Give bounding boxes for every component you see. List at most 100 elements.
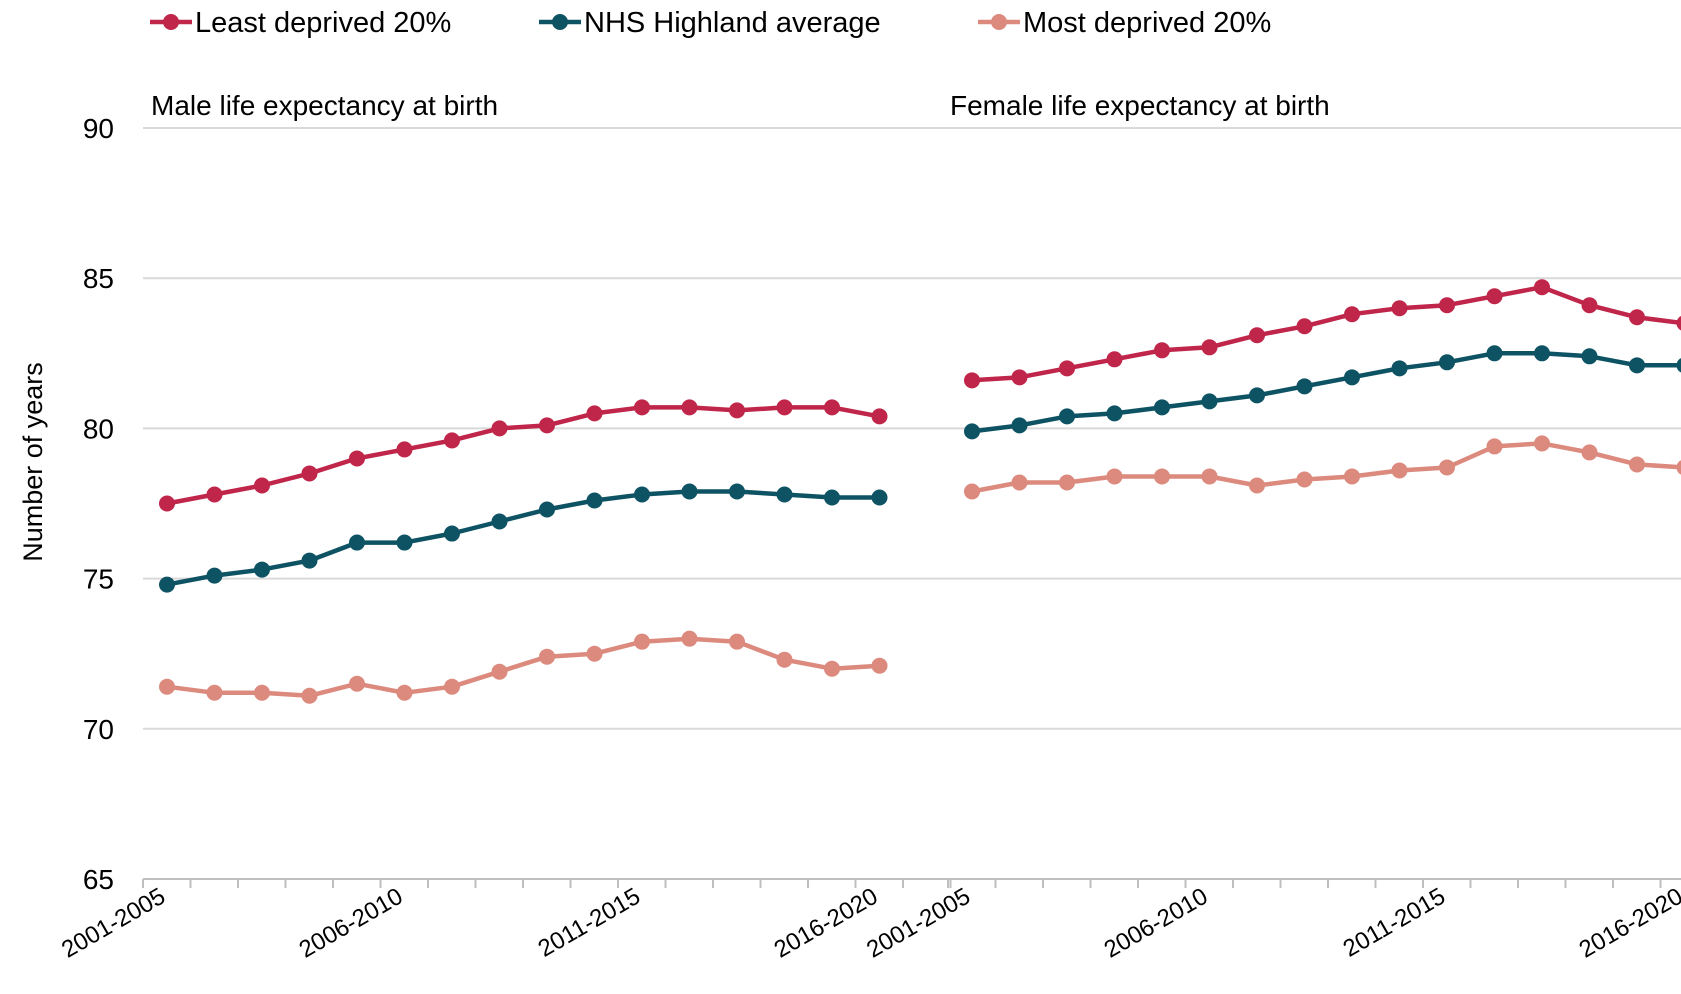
female-series-1-point-4 — [1154, 399, 1170, 416]
female-series-1-point-7 — [1296, 378, 1313, 395]
female-series-0-point-2 — [1059, 360, 1075, 377]
female-series-0-point-10 — [1439, 297, 1455, 314]
male-series-0-point-2 — [254, 477, 270, 494]
male-series-0-point-3 — [301, 465, 318, 482]
male-series-1-point-5 — [396, 534, 413, 551]
male-series-0-point-5 — [396, 441, 413, 458]
female-series-0-point-7 — [1296, 318, 1313, 335]
male-series-2-point-10 — [634, 633, 650, 650]
female-series-2-point-1 — [1011, 474, 1028, 491]
y-tick-label-85: 85 — [83, 263, 114, 294]
male-series-1-point-10 — [634, 486, 650, 503]
male-series-line-2 — [164, 636, 882, 699]
male-series-1-point-8 — [539, 501, 555, 518]
female-series-2-point-9 — [1391, 462, 1408, 479]
legend: Least deprived 20% NHS Highland average Mo… — [150, 7, 1271, 39]
legend-label-2: Most deprived 20% — [1023, 7, 1271, 39]
legend-marker-1 — [552, 14, 568, 30]
x-tick-label-male-2006-2010: 2006-2010 — [295, 883, 408, 964]
male-series-0-point-7 — [491, 420, 508, 437]
female-series-1-point-5 — [1201, 393, 1218, 410]
y-axis-label: Number of years — [18, 362, 48, 562]
male-series-0-point-14 — [824, 399, 840, 416]
male-series-2-point-4 — [349, 675, 365, 692]
male-series-0-point-6 — [444, 432, 460, 449]
male-series-1-point-13 — [776, 486, 793, 503]
x-tick-label-female-2006-2010: 2006-2010 — [1100, 883, 1213, 964]
female-series-line-1 — [969, 351, 1681, 434]
female-series-1-point-14 — [1629, 357, 1645, 374]
female-series-1-point-9 — [1391, 360, 1408, 377]
female-series-2-point-6 — [1249, 477, 1265, 494]
x-axis: 2001-2005 2006-2010 2011-2015 2016-20202001… — [57, 878, 1681, 964]
female-series-0-point-13 — [1581, 297, 1598, 314]
male-series-2-point-2 — [254, 684, 270, 701]
female-series-0-point-4 — [1154, 342, 1170, 359]
male-series-1-point-15 — [871, 489, 888, 506]
male-series-0-point-9 — [586, 405, 603, 422]
female-series-1-point-10 — [1439, 354, 1455, 371]
male-series-1-point-0 — [159, 576, 175, 593]
female-series-2-point-15 — [1676, 460, 1681, 475]
female-series-1-point-15 — [1676, 358, 1681, 373]
female-series-2-point-14 — [1629, 456, 1645, 473]
female-series-1-point-8 — [1344, 369, 1360, 386]
male-series-1-point-2 — [254, 561, 270, 578]
female-series-0-point-11 — [1486, 288, 1503, 305]
female-series-0-point-5 — [1201, 339, 1218, 356]
male-series-2-point-13 — [776, 651, 793, 668]
female-series-2-point-7 — [1296, 471, 1313, 488]
male-series-2-point-14 — [824, 660, 840, 677]
male-series-2-point-7 — [491, 663, 508, 680]
male-series-1-point-9 — [586, 492, 603, 509]
female-series-2-point-0 — [964, 483, 980, 500]
male-series-1-point-6 — [444, 525, 460, 542]
male-series-2-point-9 — [586, 645, 603, 662]
male-series-1-point-12 — [729, 483, 745, 500]
male-series-0-point-0 — [159, 495, 175, 512]
legend-marker-0 — [163, 14, 179, 30]
y-axis: 65 70 75 80 85 90 — [83, 113, 114, 895]
female-series-line-0 — [969, 284, 1681, 383]
y-tick-label-70: 70 — [83, 714, 114, 745]
female-series-1-point-0 — [964, 423, 980, 440]
series — [159, 279, 1681, 704]
female-series-1-point-3 — [1106, 405, 1123, 422]
female-series-0-point-14 — [1629, 309, 1645, 326]
female-series-line-2 — [969, 441, 1681, 494]
female-series-0-point-3 — [1106, 351, 1123, 368]
female-series-2-point-8 — [1344, 468, 1360, 485]
male-series-0-point-4 — [349, 450, 365, 467]
female-series-2-point-2 — [1059, 474, 1075, 491]
female-series-0-point-8 — [1344, 306, 1360, 323]
female-series-2-point-12 — [1534, 435, 1550, 452]
female-series-2-point-10 — [1439, 459, 1455, 476]
male-series-2-point-8 — [539, 648, 555, 665]
female-series-2-point-13 — [1581, 444, 1598, 461]
female-series-2-point-11 — [1486, 438, 1503, 455]
male-series-0-point-8 — [539, 417, 555, 434]
male-series-2-point-11 — [681, 630, 698, 647]
male-series-line-0 — [164, 405, 882, 506]
male-series-0-point-10 — [634, 399, 650, 416]
y-tick-label-90: 90 — [83, 113, 114, 144]
x-tick-label-female-2016-2020: 2016-2020 — [1575, 883, 1681, 964]
male-series-2-point-5 — [396, 684, 413, 701]
x-tick-label-female-2001-2005: 2001-2005 — [862, 883, 975, 964]
female-series-1-point-13 — [1581, 348, 1598, 365]
male-series-0-point-15 — [871, 408, 888, 425]
male-series-1-point-4 — [349, 534, 365, 551]
male-series-0-point-12 — [729, 402, 745, 419]
female-series-0-point-15 — [1676, 316, 1681, 331]
female-series-0-point-9 — [1391, 300, 1408, 317]
y-tick-label-75: 75 — [83, 564, 114, 595]
male-panel-title: Male life expectancy at birth — [151, 90, 498, 121]
female-series-1-point-11 — [1486, 345, 1503, 362]
male-series-1-point-14 — [824, 489, 840, 506]
male-series-line-1 — [164, 489, 882, 587]
female-panel-title: Female life expectancy at birth — [950, 90, 1330, 121]
female-series-2-point-3 — [1106, 468, 1123, 485]
legend-marker-2 — [991, 14, 1007, 30]
legend-label-0: Least deprived 20% — [195, 7, 451, 39]
